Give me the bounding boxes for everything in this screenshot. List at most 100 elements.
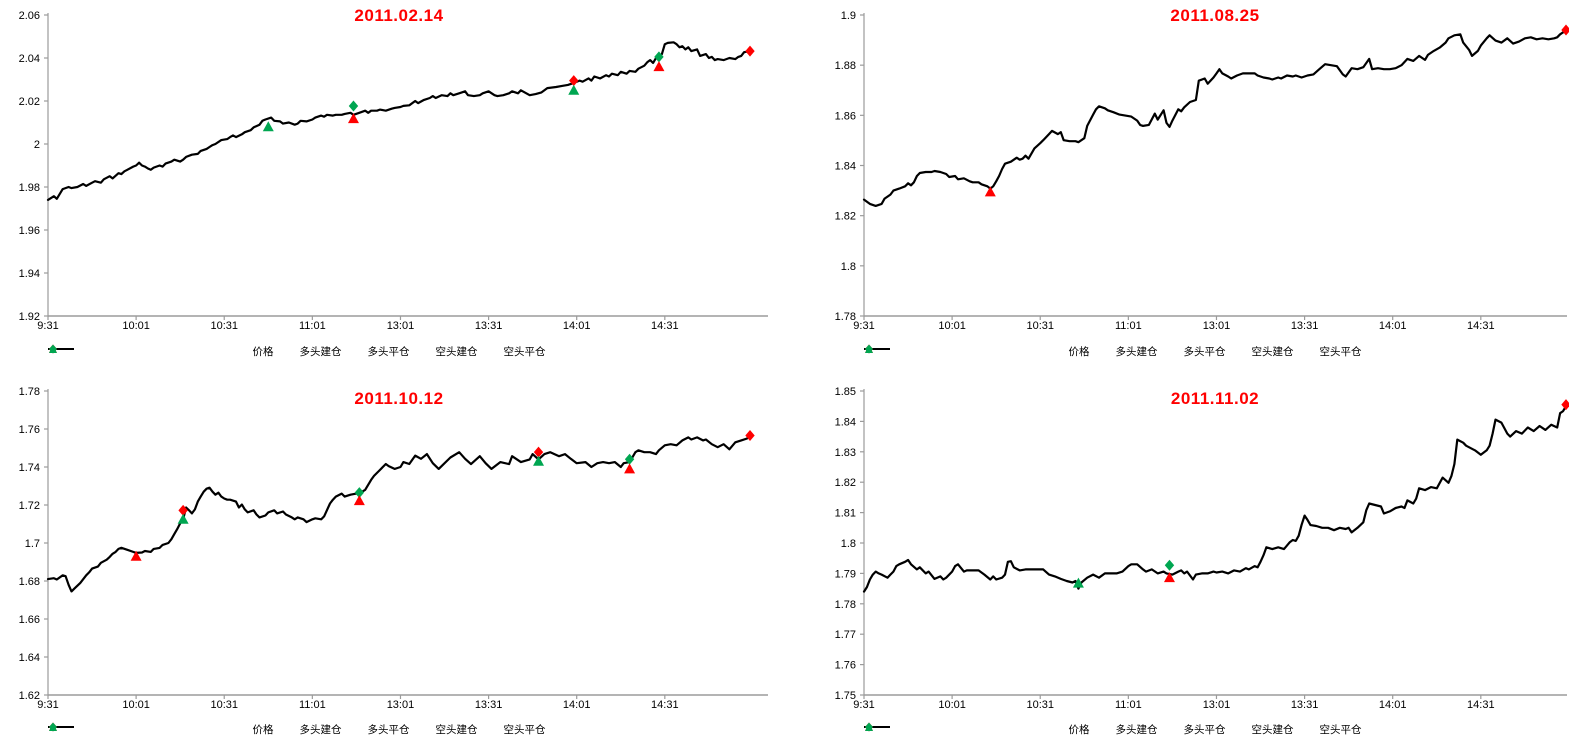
x-axis-tick-label: 14:01 (1379, 699, 1407, 711)
y-axis-tick-label: 1.77 (835, 629, 856, 641)
y-axis-tick-label: 2.06 (19, 10, 40, 22)
legend-item-long-close: 多头平仓 (865, 344, 1226, 359)
legend-item-short-open: 空头建仓 (865, 344, 1294, 359)
chart-title: 2011.08.25 (1170, 6, 1260, 25)
x-axis-tick-label: 14:31 (1467, 699, 1495, 711)
short-close-swatch (49, 344, 57, 354)
price-chart-svg: 1.85 1.84 1.83 1.82 1.81 1.8 1.79 1.78 1.77 1.76 1… (835, 386, 1569, 711)
y-axis-tick-label: 1.62 (19, 690, 40, 702)
legend-item-price: 价格 (48, 722, 274, 737)
short-close-marker (1164, 559, 1175, 571)
price-chart-svg: 1.9 1.88 1.86 1.84 1.82 1.8 1.789:31 10:01 10:31… (835, 10, 1569, 332)
x-axis-tick-label: 10:01 (122, 699, 150, 711)
y-axis-tick-label: 1.74 (19, 462, 40, 474)
short-open-marker (262, 121, 274, 132)
chart-legend: 价格 多头建仓 多头平仓 空头建仓 空头平仓 (864, 344, 1566, 359)
legend-item-short-close: 空头平仓 (865, 344, 1362, 359)
legend-item-short-open: 空头建仓 (865, 722, 1294, 737)
legend-label: 空头平仓 (1319, 346, 1362, 358)
y-axis-tick-label: 1.78 (835, 599, 856, 611)
legend-label: 空头平仓 (503, 346, 546, 358)
y-axis-tick-label: 1.64 (19, 652, 40, 664)
x-axis-tick-label: 14:01 (563, 320, 591, 332)
legend-label: 多头建仓 (1115, 724, 1158, 736)
legend-label: 多头平仓 (367, 346, 410, 358)
y-axis-tick-label: 1.84 (835, 416, 856, 428)
x-axis-tick-label: 9:31 (853, 699, 874, 711)
legend-item-long-open: 多头建仓 (865, 344, 1158, 359)
legend-item-long-close: 多头平仓 (865, 722, 1226, 737)
legend-item-short-close: 空头平仓 (49, 344, 546, 359)
long-close-marker (569, 75, 579, 87)
legend-label: 价格 (1068, 724, 1090, 736)
y-axis-tick-label: 1.81 (835, 508, 856, 520)
y-axis-tick-label: 1.76 (19, 424, 40, 436)
x-axis-tick-label: 11:01 (299, 320, 326, 332)
legend-label: 价格 (252, 346, 274, 358)
chart-legend: 价格 多头建仓 多头平仓 空头建仓 空头平仓 (48, 344, 750, 359)
legend-item-long-open: 多头建仓 (49, 722, 342, 737)
x-axis-tick-label: 14:31 (651, 320, 679, 332)
long-open-marker (130, 550, 142, 561)
x-axis-tick-label: 14:31 (1467, 320, 1495, 332)
legend-label: 多头平仓 (1183, 724, 1226, 736)
legend-item-long-close: 多头平仓 (49, 722, 410, 737)
x-axis-tick-label: 13:31 (1291, 320, 1319, 332)
y-axis-tick-label: 1.82 (835, 211, 856, 223)
legend-label: 空头建仓 (1251, 724, 1294, 736)
x-axis-tick-label: 14:01 (1379, 320, 1407, 332)
x-axis-tick-label: 10:31 (210, 320, 238, 332)
x-axis-tick-label: 10:01 (938, 320, 966, 332)
y-axis-tick-label: 1.86 (835, 110, 856, 122)
y-axis-tick-label: 1.7 (25, 538, 40, 550)
y-axis-tick-label: 2.04 (19, 53, 40, 65)
x-axis-tick-label: 10:01 (938, 699, 966, 711)
legend-label: 多头建仓 (299, 724, 342, 736)
price-chart-svg: 2.06 2.04 2.02 2 1.98 1.96 1.94 1.929:31 10:01 10… (19, 10, 768, 332)
legend-item-long-open: 多头建仓 (49, 344, 342, 359)
short-open-marker (1072, 577, 1084, 588)
y-axis-tick-label: 1.82 (835, 477, 856, 489)
short-close-swatch (49, 722, 57, 732)
y-axis-tick-label: 1.98 (19, 182, 40, 194)
y-axis-tick-label: 1.9 (841, 10, 856, 22)
x-axis-tick-label: 10:31 (1026, 699, 1054, 711)
legend-label: 多头建仓 (299, 346, 342, 358)
legend-label: 多头平仓 (367, 724, 410, 736)
y-axis-tick-label: 1.84 (835, 161, 856, 173)
price-line (46, 434, 752, 593)
y-axis-tick-label: 1.96 (19, 225, 40, 237)
legend-label: 空头建仓 (1251, 346, 1294, 358)
x-axis-tick-label: 10:31 (210, 699, 238, 711)
chart-legend: 价格 多头建仓 多头平仓 空头建仓 空头平仓 (864, 722, 1566, 737)
chart-legend: 价格 多头建仓 多头平仓 空头建仓 空头平仓 (48, 722, 750, 737)
x-axis-tick-label: 9:31 (853, 320, 874, 332)
x-axis-tick-label: 10:31 (1026, 320, 1054, 332)
chart-top-left: 2.06 2.04 2.02 2 1.98 1.96 1.94 1.92 9:31 10:01 10… (0, 0, 770, 385)
short-open-marker (177, 513, 189, 524)
x-axis-tick-label: 13:01 (1203, 320, 1231, 332)
x-axis-tick-label: 9:31 (37, 320, 58, 332)
long-open-marker (353, 495, 365, 506)
legend-label: 价格 (1068, 346, 1090, 358)
x-axis-tick-label: 13:01 (1203, 699, 1231, 711)
long-open-marker (984, 186, 996, 197)
legend-label: 多头平仓 (1183, 346, 1226, 358)
short-close-marker (654, 51, 664, 63)
y-axis-tick-label: 1.8 (841, 538, 856, 550)
y-axis-tick-label: 2 (34, 139, 40, 151)
y-axis-tick-label: 1.94 (19, 268, 40, 280)
price-line (46, 41, 752, 201)
legend-item-price: 价格 (864, 344, 1090, 359)
price-line (862, 30, 1568, 207)
y-axis-tick-label: 1.68 (19, 576, 40, 588)
legend-label: 空头建仓 (435, 346, 478, 358)
legend-item-short-open: 空头建仓 (49, 722, 478, 737)
x-axis-tick-label: 13:31 (1291, 699, 1319, 711)
legend-item-price: 价格 (48, 344, 274, 359)
short-close-marker (624, 453, 635, 465)
long-close-marker (745, 429, 755, 441)
legend-item-short-close: 空头平仓 (49, 722, 546, 737)
long-open-marker (347, 113, 359, 124)
